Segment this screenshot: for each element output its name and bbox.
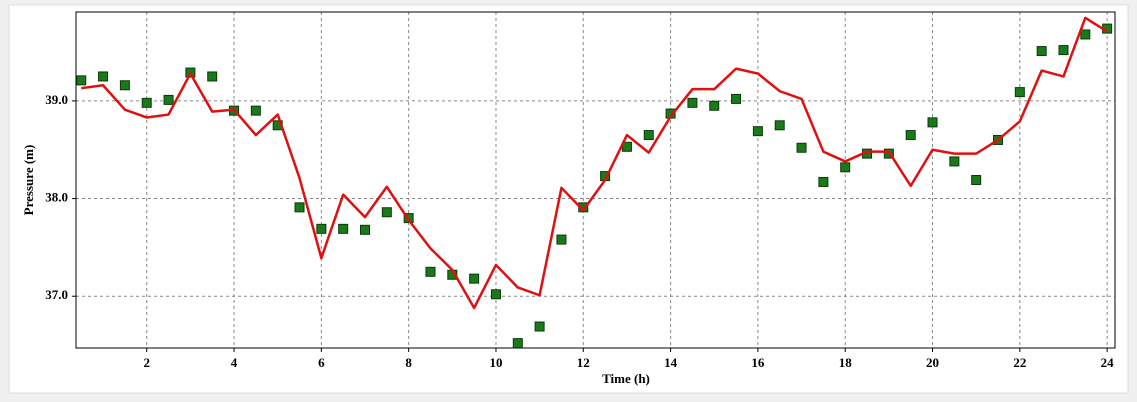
x-tick-label: 24	[1101, 355, 1115, 370]
marker	[359, 224, 370, 235]
marker	[294, 202, 305, 213]
marker	[316, 223, 327, 234]
x-tick-label: 4	[231, 355, 238, 370]
x-tick-label: 16	[751, 355, 765, 370]
y-tick-label: 37.0	[45, 287, 68, 302]
marker	[774, 120, 785, 131]
marker	[556, 234, 567, 245]
x-tick-label: 22	[1013, 355, 1026, 370]
marker	[796, 142, 807, 153]
line	[81, 16, 1108, 310]
marker	[141, 97, 152, 108]
x-tick-label: 12	[577, 355, 590, 370]
marker	[1058, 45, 1069, 56]
marker	[1036, 46, 1047, 57]
marker	[905, 130, 916, 141]
marker	[119, 80, 130, 91]
marker	[207, 71, 218, 82]
y-tick-label: 39.0	[45, 92, 68, 107]
marker	[949, 156, 960, 167]
marker	[840, 162, 851, 173]
y-axis-label: Pressure (m)	[21, 145, 36, 216]
x-tick-label: 18	[839, 355, 853, 370]
marker	[381, 207, 392, 218]
marker	[927, 117, 938, 128]
y-tick-label: 38.0	[45, 190, 68, 205]
marker	[818, 176, 829, 187]
x-tick-label: 14	[664, 355, 678, 370]
marker	[1014, 87, 1025, 98]
marker	[490, 289, 501, 300]
x-tick-label: 10	[489, 355, 502, 370]
marker	[643, 130, 654, 141]
plot-frame	[75, 11, 1116, 349]
marker	[534, 321, 545, 332]
marker	[469, 273, 480, 284]
x-axis-label: Time (h)	[602, 371, 650, 386]
marker	[163, 94, 174, 105]
marker	[709, 100, 720, 111]
marker	[76, 75, 87, 86]
marker	[731, 93, 742, 104]
marker	[752, 126, 763, 137]
marker	[687, 97, 698, 108]
marker	[1080, 29, 1091, 40]
x-tick-label: 8	[405, 355, 412, 370]
marker	[425, 266, 436, 277]
x-tick-label: 20	[926, 355, 939, 370]
marker	[971, 175, 982, 185]
x-tick-label: 2	[143, 355, 150, 370]
marker	[98, 71, 109, 82]
marker	[512, 338, 523, 349]
marker	[338, 223, 349, 234]
marker	[250, 105, 261, 116]
x-tick-label: 6	[318, 355, 325, 370]
